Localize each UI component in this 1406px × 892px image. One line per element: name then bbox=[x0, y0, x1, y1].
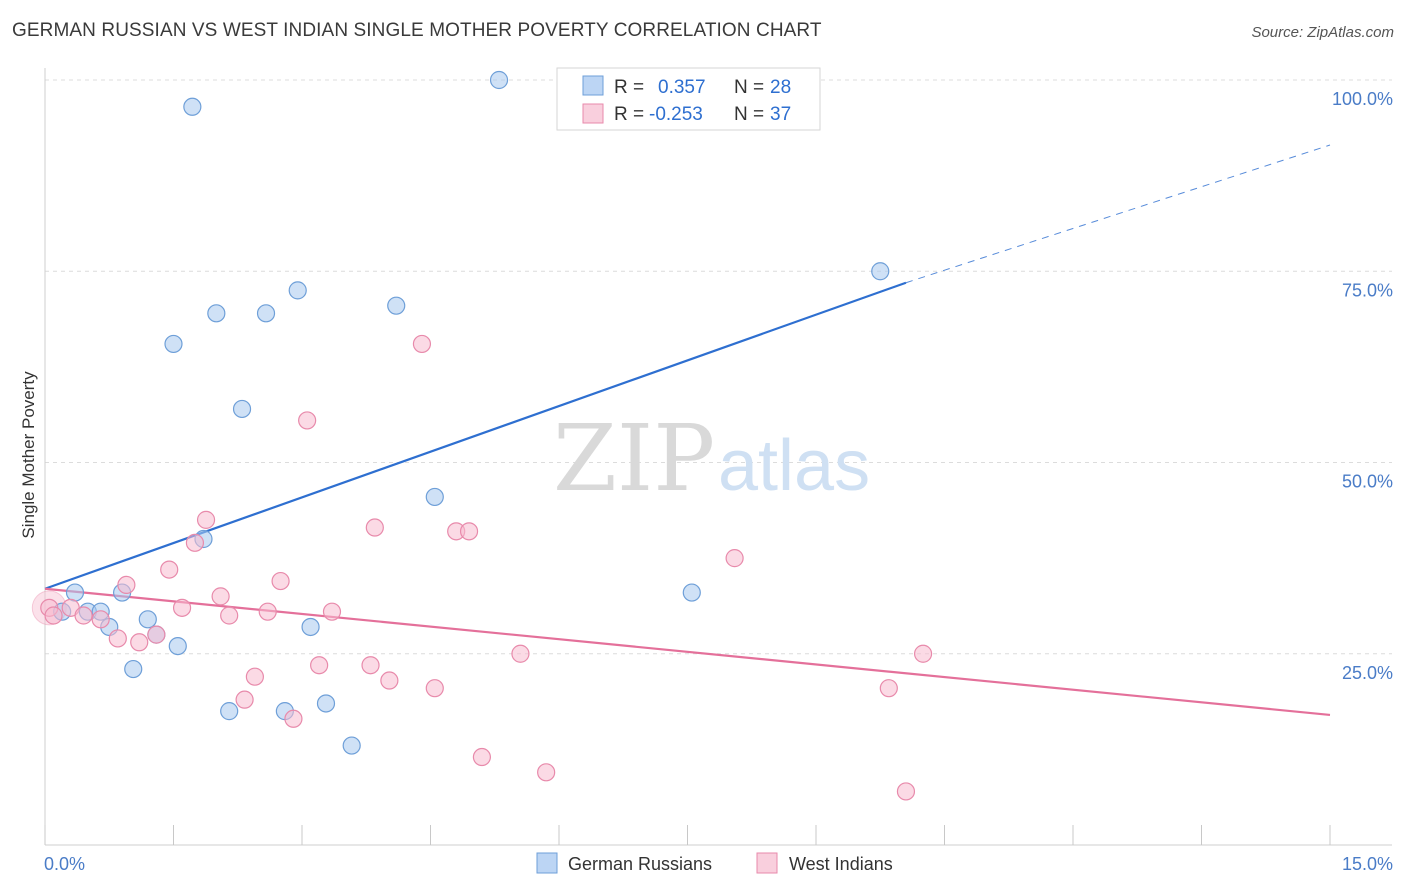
point-german-russians bbox=[256, 304, 276, 323]
point-german-russians bbox=[138, 610, 157, 629]
point-west-indians bbox=[172, 598, 192, 617]
point-west-indians bbox=[245, 667, 264, 686]
axes bbox=[44, 68, 1392, 846]
point-west-indians bbox=[160, 560, 179, 579]
legend-r-value: 0.357 bbox=[658, 77, 706, 98]
point-german-russians bbox=[207, 304, 226, 323]
y-tick-label: 75.0% bbox=[1342, 280, 1393, 300]
point-german-russians bbox=[387, 296, 406, 315]
point-west-indians bbox=[425, 679, 444, 698]
y-tick-labels: 25.0% 50.0% 75.0% 100.0% bbox=[1332, 89, 1393, 683]
point-west-indians bbox=[211, 587, 230, 606]
bottom-legend-german-russians: German Russians bbox=[568, 854, 712, 874]
legend-swatch-west-indians bbox=[582, 103, 604, 124]
point-west-indians bbox=[220, 606, 239, 625]
point-west-indians bbox=[108, 629, 127, 648]
legend-swatch-german-russians bbox=[582, 75, 604, 96]
watermark-atlas: atlas bbox=[718, 426, 870, 506]
point-west-indians bbox=[310, 656, 329, 675]
gridlines bbox=[45, 79, 1392, 655]
point-west-indians bbox=[511, 644, 530, 663]
point-west-indians bbox=[459, 522, 479, 541]
point-german-russians bbox=[489, 70, 509, 90]
legend-r-label: R = bbox=[614, 77, 644, 98]
legend-n-value: 28 bbox=[770, 77, 791, 98]
point-german-russians bbox=[232, 399, 252, 419]
x-tick-labels: 0.0% 15.0% bbox=[44, 854, 1393, 874]
point-german-russians bbox=[301, 617, 320, 637]
point-west-indians bbox=[725, 549, 744, 568]
point-german-russians bbox=[682, 583, 701, 602]
point-west-indians bbox=[298, 411, 317, 430]
point-german-russians bbox=[183, 97, 202, 116]
point-west-indians bbox=[284, 709, 303, 728]
y-tick-label: 100.0% bbox=[1332, 89, 1393, 109]
point-german-russians bbox=[220, 702, 239, 721]
point-west-indians bbox=[196, 510, 216, 529]
point-german-russians bbox=[124, 659, 143, 679]
point-west-indians bbox=[537, 763, 556, 782]
legend-n-label: N = bbox=[734, 77, 764, 98]
point-west-indians bbox=[879, 679, 898, 698]
point-west-indians bbox=[74, 606, 93, 625]
bottom-legend-west-indians: West Indians bbox=[789, 854, 893, 874]
bottom-legend: German Russians West Indians bbox=[536, 852, 893, 874]
point-german-russians bbox=[871, 262, 890, 281]
y-tick-label: 25.0% bbox=[1342, 663, 1393, 683]
point-west-indians bbox=[380, 671, 399, 690]
point-west-indians bbox=[235, 690, 254, 709]
point-west-indians bbox=[896, 782, 916, 801]
y-axis-label: Single Mother Poverty bbox=[19, 371, 38, 539]
point-german-russians bbox=[288, 281, 307, 300]
bottom-legend-swatch-german-russians bbox=[536, 852, 558, 874]
point-west-indians bbox=[44, 606, 63, 625]
point-west-indians bbox=[91, 610, 110, 629]
bottom-legend-swatch-west-indians bbox=[756, 852, 778, 874]
point-german-russians bbox=[168, 636, 187, 656]
point-west-indians bbox=[472, 747, 491, 767]
y-tick-label: 50.0% bbox=[1342, 472, 1393, 492]
point-german-russians bbox=[316, 694, 336, 713]
point-west-indians bbox=[258, 602, 277, 621]
chart-title: GERMAN RUSSIAN VS WEST INDIAN SINGLE MOT… bbox=[12, 20, 822, 41]
legend-r-label: R = bbox=[614, 104, 644, 125]
x-tick-label: 0.0% bbox=[44, 854, 85, 874]
x-tick-label: 15.0% bbox=[1342, 854, 1393, 874]
trend-extension-german-russians bbox=[905, 144, 1331, 284]
point-west-indians bbox=[271, 571, 290, 591]
point-german-russians bbox=[164, 334, 183, 354]
point-german-russians bbox=[425, 487, 444, 507]
legend-n-value: 37 bbox=[770, 104, 791, 125]
legend-n-label: N = bbox=[734, 104, 764, 125]
point-west-indians bbox=[147, 625, 166, 644]
point-west-indians bbox=[412, 334, 432, 354]
point-west-indians bbox=[322, 602, 342, 621]
point-west-indians bbox=[117, 575, 136, 595]
data-points bbox=[31, 70, 933, 801]
legend-r-value: -0.253 bbox=[649, 104, 703, 125]
watermark-zip: ZIP bbox=[553, 405, 715, 512]
source-label: Source: ZipAtlas.com bbox=[1251, 24, 1394, 41]
point-german-russians bbox=[65, 583, 85, 602]
point-west-indians bbox=[185, 533, 205, 552]
point-west-indians bbox=[365, 518, 384, 537]
point-german-russians bbox=[342, 736, 361, 755]
point-west-indians bbox=[361, 656, 380, 675]
point-west-indians bbox=[130, 633, 149, 652]
legend: R = 0.357 N = 28 R = -0.253 N = 37 bbox=[556, 67, 821, 131]
point-west-indians bbox=[913, 644, 933, 663]
